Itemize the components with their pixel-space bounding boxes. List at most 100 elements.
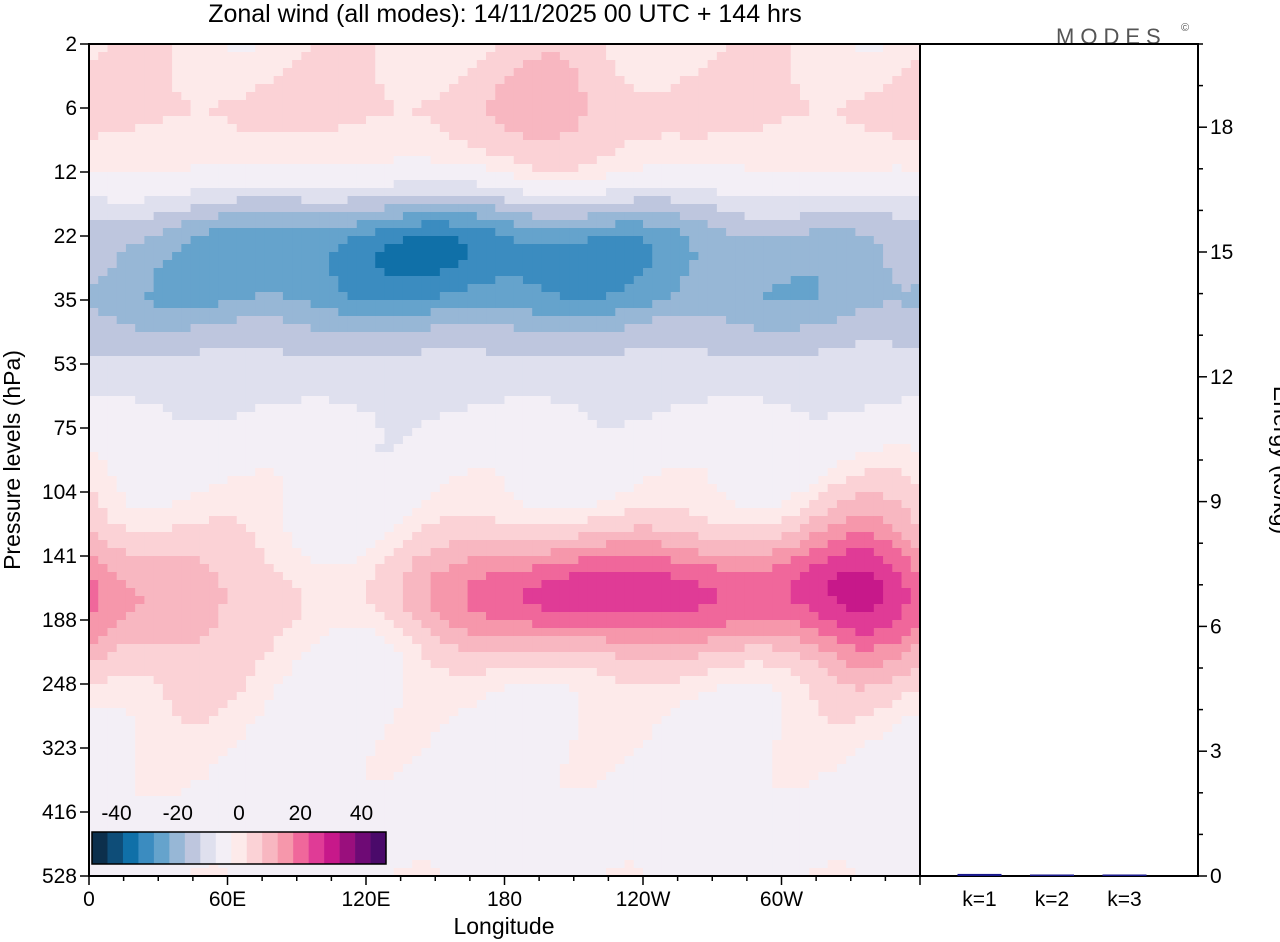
- heatmap-cell: [744, 308, 755, 317]
- heatmap-cell: [587, 388, 598, 397]
- heatmap-cell: [199, 44, 210, 53]
- heatmap-cell: [162, 92, 173, 101]
- heatmap-cell: [319, 68, 330, 77]
- heatmap-cell: [125, 364, 136, 373]
- heatmap-cell: [236, 372, 247, 381]
- heatmap-cell: [504, 396, 515, 405]
- heatmap-cell: [190, 212, 201, 221]
- heatmap-cell: [329, 76, 339, 85]
- heatmap-cell: [799, 260, 810, 269]
- heatmap-cell: [799, 172, 810, 181]
- heatmap-cell: [679, 156, 690, 165]
- heatmap-cell: [476, 260, 487, 269]
- heatmap-cell: [763, 452, 773, 461]
- heatmap-cell: [541, 148, 552, 157]
- heatmap-cell: [181, 460, 192, 469]
- heatmap-cell: [227, 108, 238, 117]
- heatmap-cell: [282, 180, 293, 189]
- heatmap-cell: [670, 156, 681, 165]
- heatmap-cell: [264, 188, 275, 197]
- heatmap-cell: [144, 84, 155, 93]
- heatmap-cell: [670, 436, 681, 445]
- heatmap-cell: [716, 204, 727, 213]
- heatmap-cell: [846, 428, 856, 437]
- heatmap-cell: [273, 236, 284, 245]
- heatmap-cell: [209, 412, 219, 421]
- heatmap-cell: [615, 364, 626, 373]
- heatmap-cell: [587, 356, 598, 365]
- heatmap-cell: [421, 364, 432, 373]
- heatmap-cell: [476, 212, 487, 221]
- heatmap-cell: [615, 60, 626, 69]
- heatmap-cell: [827, 452, 838, 461]
- heatmap-cell: [735, 244, 746, 253]
- heatmap-cell: [652, 460, 663, 469]
- heatmap-cell: [310, 460, 321, 469]
- heatmap-cell: [716, 436, 727, 445]
- heatmap-cell: [873, 84, 884, 93]
- heatmap-cell: [513, 148, 524, 157]
- heatmap-cell: [901, 164, 912, 173]
- heatmap-cell: [532, 412, 543, 421]
- heatmap-cell: [458, 244, 469, 253]
- heatmap-cell: [467, 420, 478, 429]
- heatmap-cell: [790, 412, 801, 421]
- heatmap-cell: [172, 116, 182, 125]
- heatmap-cell: [661, 68, 672, 77]
- heatmap-cell: [282, 268, 293, 277]
- heatmap-cell: [402, 260, 413, 269]
- heatmap-cell: [125, 308, 136, 317]
- heatmap-cell: [827, 476, 838, 485]
- heatmap-cell: [98, 324, 109, 333]
- heatmap-cell: [744, 364, 755, 373]
- heatmap-cell: [273, 140, 284, 149]
- heatmap-cell: [384, 76, 395, 85]
- heatmap-cell: [735, 388, 746, 397]
- heatmap-cell: [412, 396, 422, 405]
- heatmap-cell: [901, 428, 912, 437]
- heatmap-cell: [181, 76, 192, 85]
- heatmap-cell: [670, 364, 681, 373]
- heatmap-cell: [744, 180, 755, 189]
- heatmap-cell: [910, 396, 921, 405]
- heatmap-cell: [772, 244, 783, 253]
- heatmap-cell: [486, 228, 496, 237]
- heatmap-cell: [578, 356, 589, 365]
- heatmap-cell: [550, 108, 561, 117]
- heatmap-cell: [319, 372, 330, 381]
- heatmap-cell: [439, 44, 450, 53]
- heatmap-cell: [430, 156, 441, 165]
- heatmap-cell: [449, 236, 459, 245]
- heatmap-cell: [402, 452, 413, 461]
- heatmap-cell: [864, 76, 875, 85]
- heatmap-cell: [98, 244, 109, 253]
- heatmap-cell: [144, 60, 155, 69]
- heatmap-cell: [661, 204, 672, 213]
- heatmap-cell: [910, 172, 921, 181]
- heatmap-cell: [116, 276, 127, 285]
- heatmap-cell: [107, 444, 118, 453]
- heatmap-cell: [846, 204, 856, 213]
- heatmap-cell: [532, 364, 543, 373]
- heatmap-cell: [402, 404, 413, 413]
- heatmap-cell: [781, 172, 792, 181]
- heatmap-cell: [476, 300, 487, 309]
- heatmap-cell: [107, 428, 118, 437]
- heatmap-cell: [338, 396, 349, 405]
- heatmap-cell: [458, 460, 469, 469]
- heatmap-cell: [458, 308, 469, 317]
- heatmap-cell: [412, 180, 422, 189]
- heatmap-cell: [162, 68, 173, 77]
- heatmap-cell: [550, 92, 561, 101]
- heatmap-cell: [615, 220, 626, 229]
- heatmap-cell: [375, 412, 386, 421]
- heatmap-cell: [836, 444, 847, 453]
- heatmap-cell: [347, 316, 358, 325]
- heatmap-cell: [310, 412, 321, 421]
- heatmap-cell: [292, 412, 302, 421]
- heatmap-cell: [292, 468, 302, 477]
- heatmap-cell: [735, 108, 746, 117]
- heatmap-cell: [430, 420, 441, 429]
- heatmap-cell: [282, 308, 293, 317]
- heatmap-cell: [338, 316, 349, 325]
